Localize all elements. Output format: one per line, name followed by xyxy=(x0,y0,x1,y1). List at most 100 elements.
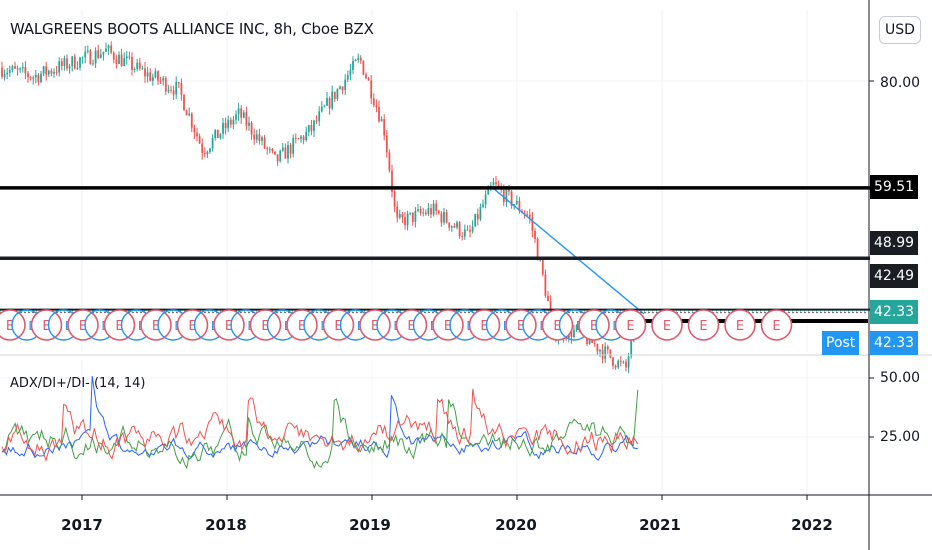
candle-body xyxy=(323,105,326,107)
earnings-marker-label: E xyxy=(663,319,671,334)
candle-body xyxy=(445,212,448,223)
candle-body xyxy=(154,71,157,78)
candle-body xyxy=(432,203,435,215)
indicator-title: ADX/DI+/DI- (14, 14) xyxy=(10,376,146,391)
candle-body xyxy=(541,259,544,275)
earnings-marker xyxy=(140,309,172,341)
candle-body xyxy=(19,68,22,70)
candle-body xyxy=(370,80,373,99)
candle-body xyxy=(341,86,344,91)
earnings-marker xyxy=(760,309,793,341)
candle-body xyxy=(55,71,58,73)
candle-body xyxy=(411,212,414,222)
candle-body xyxy=(232,119,235,125)
candle-body xyxy=(606,346,609,350)
candle-body xyxy=(292,137,295,154)
candle-body xyxy=(157,71,159,81)
candle-body xyxy=(68,66,71,69)
candle-body xyxy=(123,58,126,67)
earnings-marker-label: E xyxy=(444,319,452,334)
candle-body xyxy=(294,137,297,139)
candle-body xyxy=(476,213,479,220)
candle-body xyxy=(427,208,430,215)
candle-body xyxy=(149,72,152,81)
candle-body xyxy=(274,151,276,155)
earnings-marker xyxy=(213,309,245,341)
candle-body xyxy=(242,112,245,118)
candle-body xyxy=(385,135,388,153)
candle-body xyxy=(326,98,328,106)
candle-body xyxy=(487,187,490,195)
earnings-marker xyxy=(578,309,610,341)
candle-body xyxy=(515,200,518,205)
candle-body xyxy=(365,74,367,78)
candle-body xyxy=(16,68,19,70)
candle-body xyxy=(391,170,393,192)
candle-body xyxy=(380,119,383,122)
candle-body xyxy=(193,127,196,133)
earnings-marker xyxy=(322,309,355,341)
candle-body xyxy=(440,213,443,223)
candle-body xyxy=(151,77,154,81)
candle-body xyxy=(354,59,357,61)
candle-body xyxy=(81,57,84,59)
earnings-marker-label: E xyxy=(407,319,415,334)
indicator-line-di- xyxy=(1,389,639,470)
earnings-marker xyxy=(249,309,282,341)
candle-body xyxy=(625,361,627,368)
earnings-marker xyxy=(651,309,683,341)
candle-body xyxy=(333,91,336,99)
candle-body xyxy=(346,75,349,80)
candle-body xyxy=(422,212,425,214)
candle-body xyxy=(609,349,612,358)
candle-body xyxy=(164,78,167,92)
time-axis-label: 2021 xyxy=(639,516,681,534)
candle-body xyxy=(71,56,74,67)
earnings-marker xyxy=(505,309,537,341)
candle-body xyxy=(424,212,427,215)
last-price-tag: 42.33 xyxy=(870,300,919,324)
candle-body xyxy=(128,56,131,58)
candle-body xyxy=(253,134,256,140)
candle-body xyxy=(227,119,230,129)
candle-body xyxy=(297,138,300,140)
candle-body xyxy=(328,98,331,109)
candle-body xyxy=(378,107,380,122)
candle-body xyxy=(172,90,175,95)
candle-body xyxy=(250,122,253,135)
candle-body xyxy=(495,182,497,185)
candle-body xyxy=(443,212,445,223)
candle-body xyxy=(222,122,224,134)
candle-body xyxy=(279,150,282,162)
earnings-marker-label: E xyxy=(6,319,14,334)
candle-body xyxy=(209,148,211,152)
candle-body xyxy=(24,67,27,74)
candle-body xyxy=(599,349,601,352)
candle-body xyxy=(248,122,250,126)
candle-body xyxy=(32,77,35,79)
candle-body xyxy=(29,77,32,79)
currency-button[interactable]: USD xyxy=(879,16,921,44)
candle-body xyxy=(492,182,495,186)
earnings-marker-label: E xyxy=(480,319,488,334)
candle-body xyxy=(601,349,604,359)
candle-body xyxy=(34,74,37,78)
candle-body xyxy=(526,214,529,216)
earnings-marker-label: E xyxy=(334,319,342,334)
candle-body xyxy=(177,82,180,84)
indicator-axis-tick-25: 25.00 xyxy=(880,429,921,445)
candle-body xyxy=(115,59,118,64)
earnings-marker xyxy=(176,309,209,341)
candle-body xyxy=(63,58,66,67)
candle-body xyxy=(170,89,172,91)
candle-body xyxy=(339,86,341,90)
candle-body xyxy=(388,152,391,171)
candle-body xyxy=(138,62,141,69)
candle-body xyxy=(21,67,24,69)
earnings-marker-label: E xyxy=(553,319,561,334)
candle-body xyxy=(110,45,113,53)
earnings-marker-label: E xyxy=(152,319,160,334)
candle-body xyxy=(593,343,596,345)
